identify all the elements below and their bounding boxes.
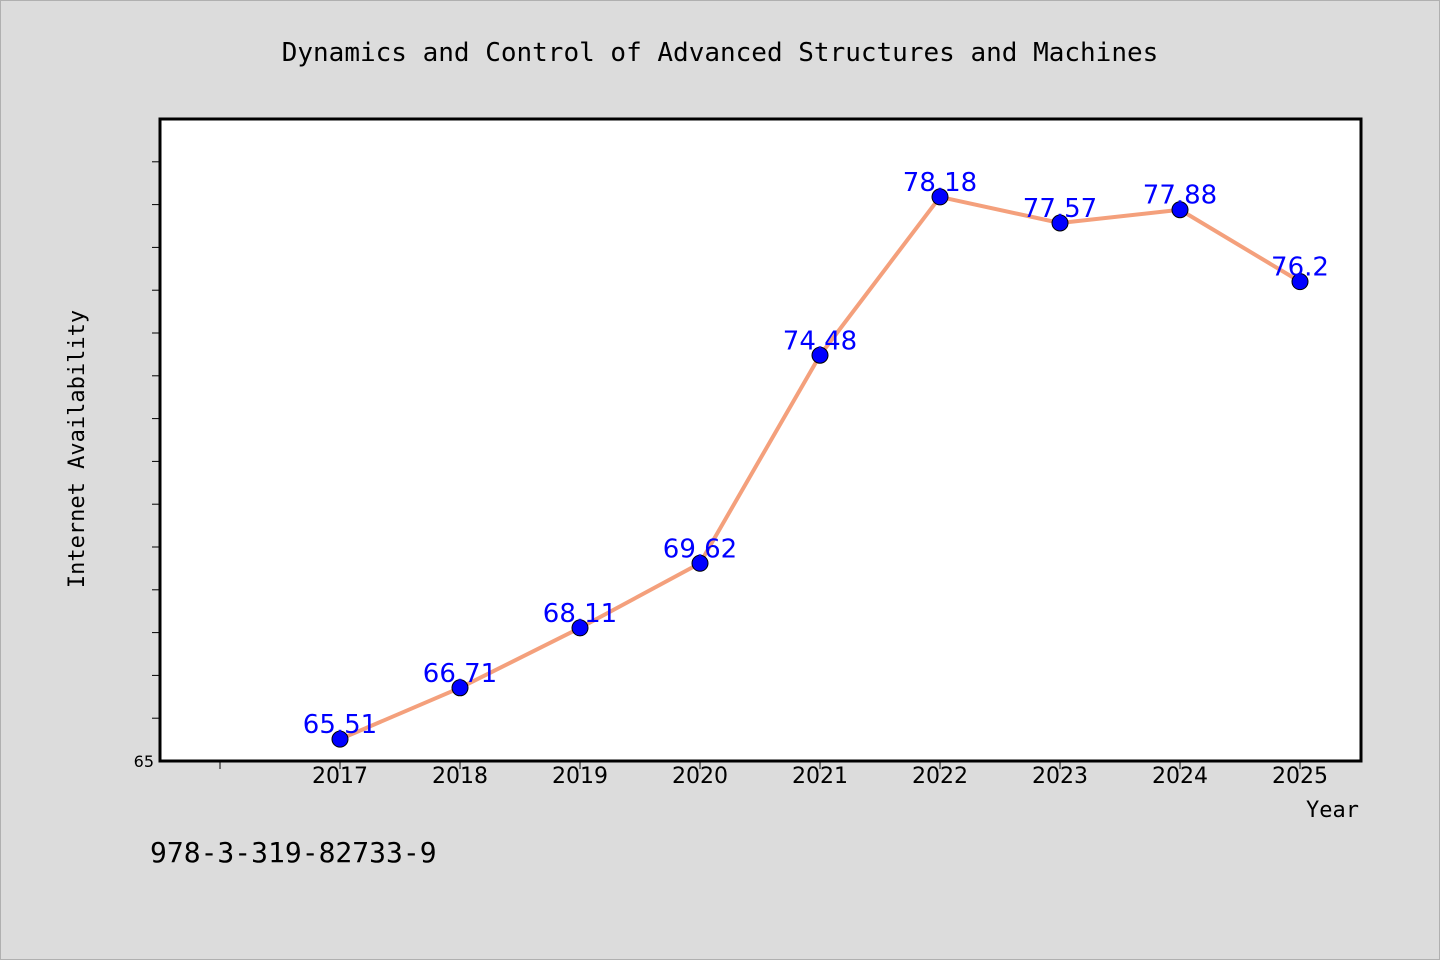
data-label: 68.11 (543, 599, 617, 629)
plot-area (158, 117, 1363, 763)
x-tick-label: 2022 (912, 764, 968, 789)
x-tick-label: 2024 (1152, 764, 1208, 789)
data-label: 66.71 (423, 659, 497, 689)
chart-title: Dynamics and Control of Advanced Structu… (282, 38, 1159, 68)
data-point (811, 346, 829, 364)
x-tick-label: 2017 (312, 764, 368, 789)
data-labels: 65.51 66.71 68.11 69.62 74.48 78.18 77.57 77.88… (303, 168, 1329, 740)
x-tick-label: 2019 (552, 764, 608, 789)
y-axis-ticks (152, 161, 160, 719)
x-axis-ticks: 2017 2018 2019 2020 2021 2022 2023 2024 2025 (219, 761, 1328, 789)
data-label: 76.2 (1271, 253, 1329, 283)
y-axis-title: Internet Availability (65, 310, 90, 588)
x-tick-label: 2018 (432, 764, 488, 789)
x-tick-label: 2023 (1032, 764, 1088, 789)
series-markers (331, 188, 1309, 748)
x-tick-label: 2025 (1272, 764, 1328, 789)
data-label: 74.48 (783, 326, 857, 356)
data-point (1171, 201, 1189, 219)
x-tick-label: 2021 (792, 764, 848, 789)
data-point (1051, 214, 1069, 232)
data-point (931, 188, 949, 206)
data-point (331, 730, 349, 748)
y-tick-label: 65 (134, 752, 154, 771)
data-label: 77.57 (1023, 194, 1097, 224)
data-label: 78.18 (903, 168, 977, 198)
data-point (451, 679, 469, 697)
data-label: 69.62 (663, 534, 737, 564)
data-label: 77.88 (1143, 181, 1217, 211)
x-tick-label: 2020 (672, 764, 728, 789)
data-point (1291, 273, 1309, 291)
x-axis-title: Year (1306, 798, 1359, 823)
data-point (691, 554, 709, 572)
data-label: 65.51 (303, 710, 377, 740)
isbn-text: 978-3-319-82733-9 (150, 836, 437, 869)
data-point (571, 619, 589, 637)
